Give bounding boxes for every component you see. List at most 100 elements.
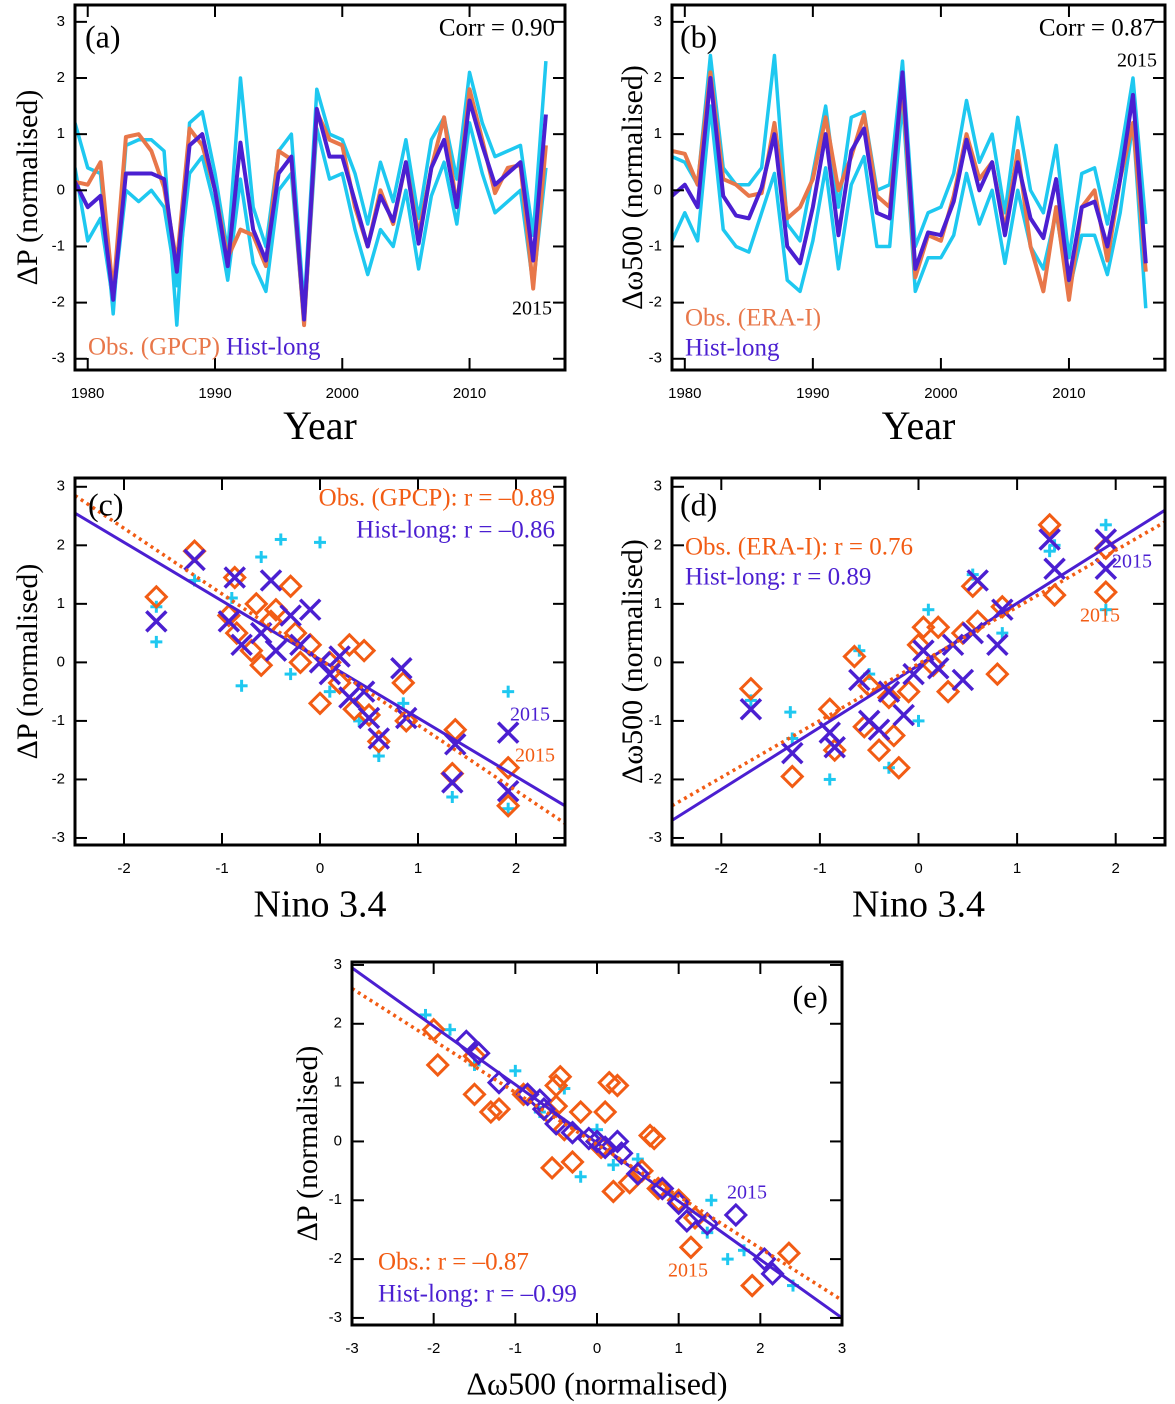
panel-label: (e) xyxy=(792,978,828,1014)
x-tick-label: 2 xyxy=(512,860,520,877)
panel-label: (c) xyxy=(88,486,124,522)
x-marker xyxy=(966,569,989,592)
marker-stroke xyxy=(892,703,915,727)
x-tick-label: 2000 xyxy=(924,385,957,402)
marker-stroke xyxy=(183,548,206,572)
x-tick-label: -3 xyxy=(345,1340,358,1357)
x-tick-label: 0 xyxy=(914,860,922,877)
diamond-marker xyxy=(593,1099,618,1125)
x-marker xyxy=(279,604,302,627)
y-axis-label: Δω500 (normalised) xyxy=(616,65,649,310)
diamond-marker xyxy=(486,1096,512,1122)
diamond-marker xyxy=(478,1099,503,1125)
diamond-marker xyxy=(391,670,416,695)
marker-stroke xyxy=(328,645,351,668)
marker-stroke xyxy=(338,686,361,709)
annotation: 2015 xyxy=(512,298,552,320)
plus-marker xyxy=(446,791,459,804)
annotation: 2015 xyxy=(510,704,550,726)
plus-marker xyxy=(314,536,326,549)
x-marker xyxy=(367,727,391,750)
plus-marker xyxy=(397,697,410,710)
plus-marker xyxy=(705,1194,718,1207)
diamond-marker xyxy=(896,679,921,704)
marker-stroke xyxy=(357,706,381,730)
x-marker xyxy=(496,721,520,744)
x-marker xyxy=(298,598,322,621)
diamond-marker xyxy=(337,632,362,657)
x-axis-label: Year xyxy=(882,403,956,448)
x-tick-label: 1 xyxy=(674,1340,682,1357)
legend-label: Hist-long xyxy=(685,335,780,362)
y-axis-label: ΔP (normalised) xyxy=(291,1046,324,1242)
diamond-marker xyxy=(511,1082,536,1107)
diamond-marker xyxy=(288,650,313,675)
y-tick-label: 3 xyxy=(57,13,65,30)
diamond-marker xyxy=(496,793,521,818)
diamond-marker xyxy=(544,1111,569,1136)
y-tick-label: -2 xyxy=(649,294,662,311)
diamond-marker xyxy=(911,615,936,640)
marker-stroke xyxy=(318,662,342,686)
diamond-marker xyxy=(780,764,805,789)
marker-stroke xyxy=(496,779,520,803)
plus-marker xyxy=(996,627,1009,640)
legend-label: Obs. (ERA-I): r = 0.76 xyxy=(685,534,913,561)
y-tick-label: -3 xyxy=(52,829,65,846)
diamond-marker xyxy=(421,1017,446,1042)
x-tick-label: -2 xyxy=(117,860,130,877)
x-marker xyxy=(926,656,950,680)
legend-label: Hist-long: r = –0.86 xyxy=(356,517,555,544)
y-tick-label: -1 xyxy=(52,237,65,254)
diamond-marker xyxy=(515,1082,540,1107)
x-marker xyxy=(395,706,418,730)
marker-stroke xyxy=(230,633,253,657)
plus-marker xyxy=(721,1253,734,1266)
x-marker xyxy=(145,610,168,633)
plus-marker xyxy=(912,714,925,727)
marker-stroke xyxy=(264,639,288,662)
plus-marker xyxy=(150,635,163,648)
diamond-marker xyxy=(723,1202,748,1228)
marker-stroke xyxy=(926,656,950,680)
x-tick-label: 0 xyxy=(316,860,324,877)
plus-marker xyxy=(1099,603,1112,616)
y-tick-label: 0 xyxy=(654,653,662,670)
y-tick-label: 1 xyxy=(57,125,65,142)
diamond-marker xyxy=(552,1117,577,1142)
plus-marker xyxy=(922,603,935,616)
legend-label: Hist-long: r = –0.99 xyxy=(378,1281,577,1308)
fit-line xyxy=(352,986,842,1302)
y-axis-label: ΔP (normalised) xyxy=(11,564,44,760)
diamond-marker xyxy=(760,1261,785,1286)
diamond-marker xyxy=(548,1064,573,1089)
x-tick-label: 1980 xyxy=(668,385,701,402)
x-tick-label: -2 xyxy=(715,860,728,877)
plot-area xyxy=(672,508,1165,822)
marker-stroke xyxy=(1094,557,1118,580)
x-marker xyxy=(951,668,975,692)
marker-stroke xyxy=(902,662,925,686)
marker-stroke xyxy=(966,569,989,592)
plus-marker xyxy=(323,685,336,698)
marker-stroke xyxy=(217,610,241,633)
marker-stroke xyxy=(390,656,413,680)
y-tick-label: 2 xyxy=(57,69,65,86)
marker-stroke xyxy=(308,651,332,674)
y-tick-label: -2 xyxy=(52,294,65,311)
x-tick-label: 2010 xyxy=(453,385,486,402)
diamond-marker xyxy=(496,755,521,780)
x-tick-label: 2010 xyxy=(1052,385,1085,402)
diamond-marker xyxy=(617,1170,642,1195)
plus-marker xyxy=(509,1064,522,1077)
x-tick-label: 1 xyxy=(414,860,422,877)
diamond-marker xyxy=(674,1208,699,1233)
y-tick-label: 1 xyxy=(334,1074,342,1091)
marker-stroke xyxy=(395,706,418,730)
marker-stroke xyxy=(781,741,804,765)
diamond-marker xyxy=(466,1041,491,1066)
annotation: 2015 xyxy=(668,1260,708,1282)
marker-stroke xyxy=(739,697,763,721)
diamond-marker xyxy=(738,676,764,701)
